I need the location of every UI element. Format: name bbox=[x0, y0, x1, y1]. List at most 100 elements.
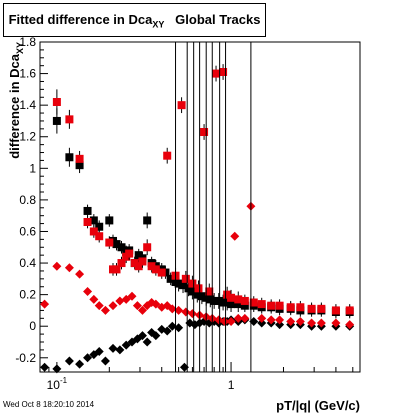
data-point bbox=[151, 265, 160, 274]
data-point bbox=[296, 303, 305, 312]
series-2 bbox=[52, 64, 354, 317]
data-point bbox=[115, 345, 125, 355]
y-tick-label: 0.6 bbox=[19, 224, 36, 238]
data-point bbox=[121, 294, 131, 304]
data-point bbox=[121, 340, 131, 350]
data-point bbox=[220, 316, 230, 326]
data-point bbox=[147, 262, 156, 271]
data-point bbox=[210, 296, 219, 305]
data-point bbox=[275, 315, 285, 325]
data-point bbox=[345, 306, 354, 315]
data-point bbox=[95, 222, 104, 231]
data-point bbox=[83, 206, 92, 215]
data-point bbox=[94, 301, 104, 311]
data-point bbox=[286, 303, 295, 312]
data-point bbox=[316, 318, 326, 328]
title-box: Fitted difference in DcaXY Global Tracks bbox=[3, 3, 266, 37]
data-point bbox=[295, 316, 305, 326]
data-point bbox=[181, 274, 190, 283]
data-point bbox=[137, 305, 147, 315]
data-point bbox=[219, 298, 228, 307]
data-point bbox=[257, 300, 266, 309]
data-point bbox=[100, 305, 110, 315]
data-point bbox=[52, 261, 62, 271]
data-point bbox=[331, 306, 340, 315]
data-point bbox=[214, 296, 223, 305]
y-axis-title: difference in DcaXY bbox=[7, 42, 25, 159]
data-point bbox=[75, 359, 85, 369]
data-point bbox=[52, 364, 62, 374]
data-point bbox=[95, 232, 104, 241]
y-tick-label: 0 bbox=[29, 319, 36, 333]
title-gap bbox=[164, 12, 175, 27]
data-point bbox=[151, 331, 161, 341]
data-point bbox=[205, 287, 214, 296]
data-point bbox=[134, 262, 143, 271]
data-point bbox=[112, 240, 121, 249]
y-tick-label: -0.2 bbox=[15, 351, 36, 365]
data-point bbox=[181, 307, 191, 317]
data-point bbox=[117, 259, 126, 268]
data-point bbox=[219, 68, 228, 76]
data-point bbox=[112, 265, 121, 274]
data-point bbox=[240, 296, 249, 305]
data-point bbox=[230, 231, 240, 241]
data-point bbox=[166, 274, 175, 283]
data-point bbox=[187, 309, 197, 319]
data-point bbox=[179, 281, 188, 290]
data-point bbox=[174, 323, 184, 333]
data-point bbox=[212, 69, 221, 78]
y-tick-label: 0.8 bbox=[19, 193, 36, 207]
data-point bbox=[138, 257, 147, 266]
data-point bbox=[307, 304, 316, 313]
data-point bbox=[194, 284, 203, 293]
data-point bbox=[40, 299, 50, 309]
data-point bbox=[188, 279, 197, 288]
x-tick-label: 10-1 bbox=[47, 376, 68, 392]
data-point bbox=[234, 295, 243, 304]
data-point bbox=[179, 362, 189, 372]
y-tick-label: 0.4 bbox=[19, 256, 36, 270]
series-1 bbox=[52, 108, 354, 319]
y-tick-label: 1.4 bbox=[19, 98, 36, 112]
series-layer bbox=[40, 64, 355, 374]
data-point bbox=[143, 243, 152, 252]
data-point bbox=[286, 316, 296, 326]
data-point bbox=[200, 128, 209, 136]
data-point bbox=[167, 321, 177, 331]
data-point bbox=[162, 326, 172, 336]
y-tick-label: 1.2 bbox=[19, 130, 36, 144]
data-point bbox=[105, 238, 114, 247]
data-point bbox=[177, 101, 186, 110]
data-point bbox=[89, 227, 98, 236]
data-point bbox=[89, 294, 99, 304]
data-point bbox=[275, 320, 285, 330]
title-main: Fitted difference in Dca bbox=[8, 12, 153, 27]
timestamp: Wed Oct 8 18:20:10 2014 bbox=[3, 400, 95, 409]
y-tick-label: 0.2 bbox=[19, 288, 36, 302]
data-point bbox=[267, 301, 276, 310]
data-point bbox=[266, 315, 276, 325]
data-point bbox=[132, 301, 142, 311]
data-point bbox=[64, 356, 74, 366]
data-point bbox=[317, 304, 326, 313]
x-tick-label: 1 bbox=[228, 378, 235, 392]
data-point bbox=[83, 218, 92, 226]
data-point bbox=[137, 331, 147, 341]
data-point bbox=[257, 318, 267, 328]
data-point bbox=[117, 243, 126, 252]
data-point bbox=[83, 353, 93, 363]
x-axis-title: pT/|q| (GeV/c) bbox=[276, 398, 360, 413]
data-point bbox=[115, 296, 125, 306]
data-point bbox=[94, 346, 104, 356]
data-point bbox=[249, 298, 258, 307]
data-point bbox=[345, 320, 355, 330]
data-point bbox=[240, 313, 250, 323]
data-point bbox=[167, 304, 177, 314]
data-point bbox=[65, 115, 74, 124]
data-point bbox=[163, 151, 172, 160]
series-3 bbox=[40, 315, 355, 374]
data-point bbox=[174, 305, 184, 315]
data-point bbox=[157, 268, 166, 277]
